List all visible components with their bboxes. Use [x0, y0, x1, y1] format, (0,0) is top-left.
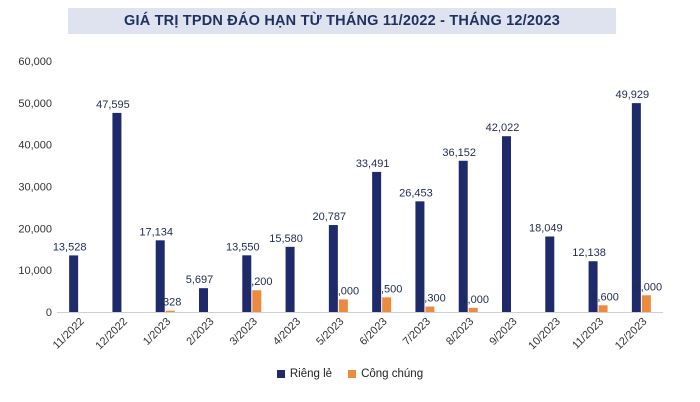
y-tick-label: 40,000	[18, 140, 52, 152]
data-label-rieng-le: 33,491	[356, 158, 390, 170]
data-label-rieng-le: 42,022	[486, 122, 520, 134]
y-tick-label: 10,000	[18, 265, 52, 277]
data-label-rieng-le: 20,787	[313, 211, 347, 223]
legend-label-rieng-le: Riêng lẻ	[289, 368, 333, 380]
y-tick-label: 60,000	[18, 56, 52, 68]
legend-label-cong-chung: Công chúng	[361, 368, 424, 380]
x-tick-label: 11/2023	[570, 316, 606, 352]
bar-rieng-le	[285, 246, 295, 312]
bar-cong-chung	[425, 306, 435, 312]
data-label-cong-chung: 3,000	[332, 285, 360, 297]
data-label-cong-chung: 328	[163, 297, 181, 309]
bar-rieng-le	[199, 288, 208, 312]
bar-rieng-le	[415, 201, 425, 312]
bar-rieng-le	[545, 236, 555, 312]
y-tick-label: 50,000	[18, 98, 52, 110]
bar-rieng-le	[588, 261, 598, 312]
bar-cong-chung	[468, 307, 478, 312]
bar-rieng-le	[155, 240, 165, 312]
bar-cong-chung	[338, 299, 348, 312]
data-label-rieng-le: 26,453	[399, 187, 433, 199]
data-label-rieng-le: 15,580	[269, 233, 303, 245]
data-label-rieng-le: 49,929	[616, 89, 650, 101]
y-tick-label: 20,000	[18, 223, 52, 235]
y-tick-label: 30,000	[18, 182, 52, 194]
legend-item-cong-chung: Công chúng	[348, 368, 423, 380]
x-tick-label: 10/2023	[526, 316, 563, 353]
x-tick-label: 11/2022	[51, 316, 87, 352]
data-label-rieng-le: 47,595	[96, 99, 130, 111]
chart-title: GIÁ TRỊ TPDN ĐÁO HẠN TỪ THÁNG 11/2022 - …	[124, 13, 560, 29]
x-tick-label: 7/2023	[401, 316, 433, 348]
bar-cong-chung	[382, 297, 392, 312]
bar-cong-chung	[165, 310, 175, 312]
data-label-cong-chung: 4,000	[635, 281, 663, 293]
chart-title-bar: GIÁ TRỊ TPDN ĐÁO HẠN TỪ THÁNG 11/2022 - …	[68, 8, 616, 34]
x-tick-label: 12/2023	[613, 316, 650, 353]
data-label-rieng-le: 36,152	[442, 147, 476, 159]
data-label-cong-chung: 1,600	[591, 291, 619, 303]
bar-cong-chung	[252, 290, 262, 312]
data-label-cong-chung: 5,200	[245, 276, 273, 288]
legend-swatch-cong-chung	[348, 370, 357, 378]
data-label-rieng-le: 17,134	[139, 226, 173, 238]
legend-swatch-rieng-le	[276, 370, 285, 378]
bar-rieng-le	[372, 171, 382, 312]
data-label-rieng-le: 5,697	[186, 274, 214, 286]
x-tick-label: 8/2023	[444, 316, 476, 348]
x-tick-label: 4/2023	[271, 316, 303, 348]
chart-legend: Riêng lẻ Công chúng	[0, 368, 700, 380]
bar-rieng-le	[458, 160, 468, 312]
bar-rieng-le	[502, 136, 511, 312]
x-tick-label: 1/2023	[141, 316, 173, 348]
bar-cong-chung	[641, 295, 651, 312]
x-tick-label: 6/2023	[357, 316, 389, 348]
x-tick-label: 2/2023	[184, 316, 216, 348]
bar-rieng-le	[112, 112, 122, 312]
bar-rieng-le	[631, 103, 641, 313]
data-label-rieng-le: 13,528	[53, 241, 87, 253]
data-label-cong-chung: 3,500	[375, 283, 403, 295]
bar-rieng-le	[328, 225, 338, 312]
data-label-cong-chung: 1,300	[418, 293, 446, 305]
data-label-cong-chung: 1,000	[461, 294, 489, 306]
data-label-rieng-le: 12,138	[572, 247, 606, 259]
x-tick-label: 9/2023	[487, 316, 519, 348]
data-label-rieng-le: 13,550	[226, 241, 260, 253]
x-tick-label: 5/2023	[314, 316, 346, 348]
legend-item-rieng-le: Riêng lẻ	[276, 368, 333, 380]
bar-cong-chung	[598, 305, 608, 312]
data-label-rieng-le: 18,049	[529, 222, 563, 234]
bar-rieng-le	[69, 255, 79, 312]
x-tick-label: 12/2022	[93, 316, 130, 353]
bar-rieng-le	[242, 255, 252, 312]
y-tick-label: 0	[46, 307, 52, 319]
x-tick-label: 3/2023	[228, 316, 260, 348]
